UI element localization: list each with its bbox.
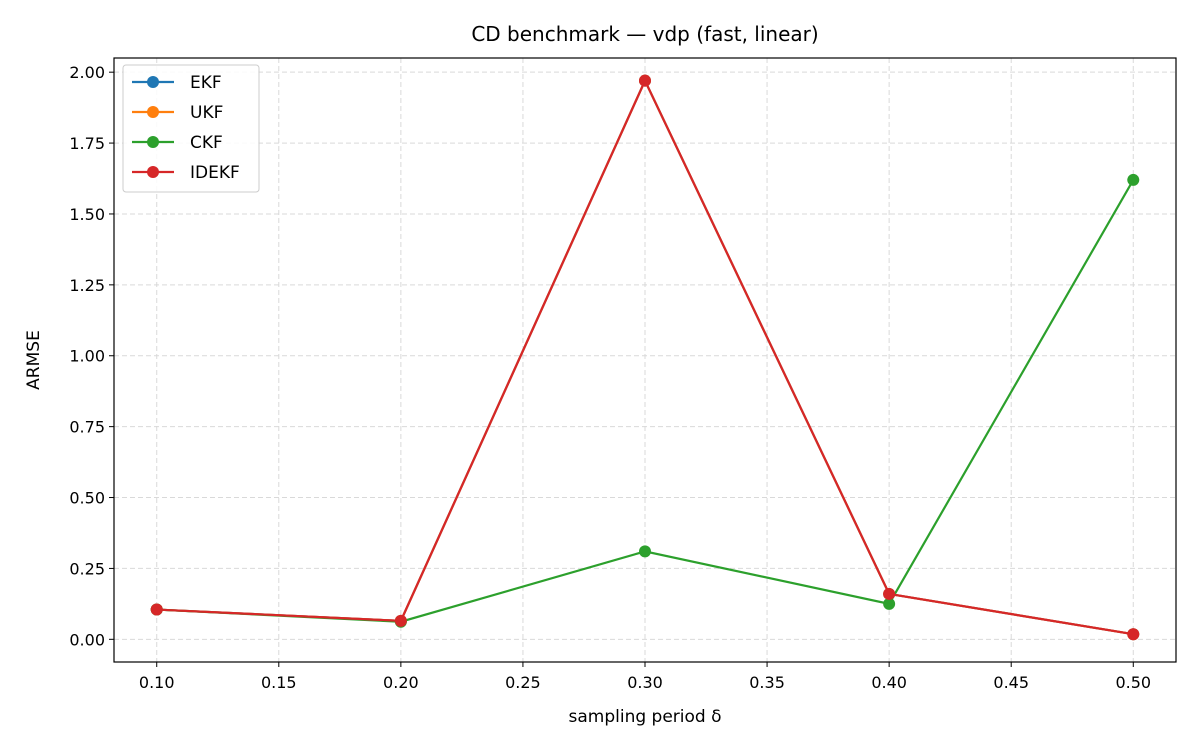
x-axis: 0.10 0.15 0.20 0.25 0.30 0.35 0.40 0.45 0.50: [139, 662, 1151, 692]
legend-label: EKF: [190, 73, 222, 93]
y-tick-label: 0.25: [69, 559, 105, 578]
y-tick-label: 1.00: [69, 347, 105, 366]
y-tick-label: 1.75: [69, 134, 105, 153]
y-tick-label: 1.25: [69, 276, 105, 295]
legend-marker: [147, 76, 159, 88]
y-axis: 0.00 0.25 0.50 0.75 1.00 1.25 1.50 1.75 2.00: [69, 63, 114, 649]
data-point: [883, 597, 896, 610]
data-point: [639, 74, 651, 87]
legend-item-ukf: UKF: [132, 103, 223, 123]
x-tick-label: 0.30: [627, 673, 663, 692]
legend-marker: [147, 166, 159, 178]
legend: EKF UKF CKF IDEKF: [122, 64, 260, 193]
x-tick-label: 0.35: [749, 673, 785, 692]
chart-title: CD benchmark — vdp (fast, linear): [471, 22, 818, 46]
y-tick-label: 0.50: [69, 489, 105, 508]
grid: [114, 58, 1176, 662]
data-point: [639, 545, 651, 558]
legend-label: CKF: [190, 133, 223, 153]
legend-box: [122, 64, 260, 193]
series-layer: [150, 74, 1140, 641]
y-tick-label: 0.75: [69, 418, 105, 437]
data-point: [1127, 628, 1140, 641]
x-axis-label: sampling period δ: [569, 707, 722, 727]
legend-label: UKF: [190, 103, 223, 123]
x-tick-label: 0.45: [993, 673, 1029, 692]
legend-marker: [147, 136, 159, 148]
series-idekf: [150, 74, 1140, 641]
legend-marker: [147, 106, 159, 118]
x-tick-label: 0.25: [505, 673, 541, 692]
legend-item-idekf: IDEKF: [132, 163, 240, 183]
data-point: [394, 614, 407, 627]
y-axis-label: ARMSE: [24, 330, 44, 390]
y-tick-label: 2.00: [69, 63, 105, 82]
x-tick-label: 0.15: [261, 673, 297, 692]
y-tick-label: 1.50: [69, 205, 105, 224]
x-tick-label: 0.10: [139, 673, 175, 692]
x-tick-label: 0.50: [1115, 673, 1151, 692]
legend-item-ckf: CKF: [132, 133, 223, 153]
data-point: [150, 603, 163, 616]
x-tick-label: 0.40: [871, 673, 907, 692]
legend-item-ekf: EKF: [132, 73, 222, 93]
legend-label: IDEKF: [190, 163, 240, 183]
y-tick-label: 0.00: [69, 630, 105, 649]
data-point: [1127, 173, 1140, 186]
data-point: [883, 587, 896, 600]
x-tick-label: 0.20: [383, 673, 419, 692]
